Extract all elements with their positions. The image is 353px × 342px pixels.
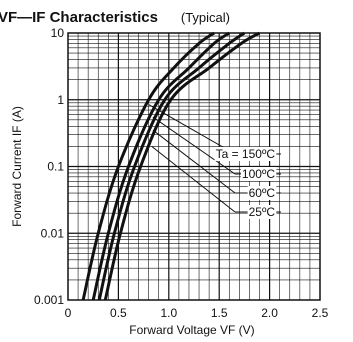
- leader-line: [151, 146, 236, 213]
- series-line-1: [91, 31, 231, 301]
- y-tick-label: 0.001: [34, 293, 64, 307]
- leader-line: [148, 104, 236, 155]
- x-tick-label: 0.5: [110, 306, 127, 320]
- x-tick-labels: 0 0.5 1.0 1.5 2.0 2.5: [65, 306, 329, 320]
- chart-title: VF—IF Characteristics: [0, 9, 158, 26]
- series-curves: [81, 31, 261, 301]
- y-tick-label: 10: [51, 26, 65, 40]
- series-label-bg: [240, 167, 277, 181]
- x-tick-label: 1.5: [211, 306, 228, 320]
- series-annotations: Ta = 150ºC 100ºC 60ºC 25ºC: [214, 147, 277, 219]
- x-tick-label: 0: [65, 306, 72, 320]
- y-tick-label: 0.01: [41, 226, 65, 240]
- leader-line: [152, 116, 236, 175]
- y-tick-label: 0.1: [47, 160, 64, 174]
- series-line-2: [97, 31, 246, 301]
- series-label-bg: [247, 205, 277, 219]
- series-line-0: [81, 31, 216, 301]
- series-label: 60ºC: [249, 186, 276, 200]
- x-tick-label: 1.0: [160, 306, 177, 320]
- series-label: 25ºC: [249, 205, 276, 219]
- chart-title-group: VF—IF Characteristics (Typical): [0, 9, 230, 26]
- series-label-bg: [247, 186, 277, 200]
- y-axis-label: Forward Current IF (A): [10, 106, 24, 227]
- x-tick-label: 2.5: [312, 306, 329, 320]
- y-tick-label: 1: [57, 93, 64, 107]
- leader-line: [152, 129, 236, 194]
- plot-frame: [67, 32, 321, 301]
- chart-subtitle: (Typical): [181, 10, 230, 25]
- x-axis-label: Forward Voltage VF (V): [129, 323, 254, 337]
- series-line-3: [103, 31, 261, 301]
- x-tick-label: 2.0: [261, 306, 278, 320]
- series-label-bg: [214, 147, 277, 161]
- series-label: Ta = 150ºC: [216, 147, 276, 161]
- y-tick-labels: 0.001 0.01 0.1 1 10: [34, 26, 64, 307]
- series-label: 100ºC: [242, 167, 275, 181]
